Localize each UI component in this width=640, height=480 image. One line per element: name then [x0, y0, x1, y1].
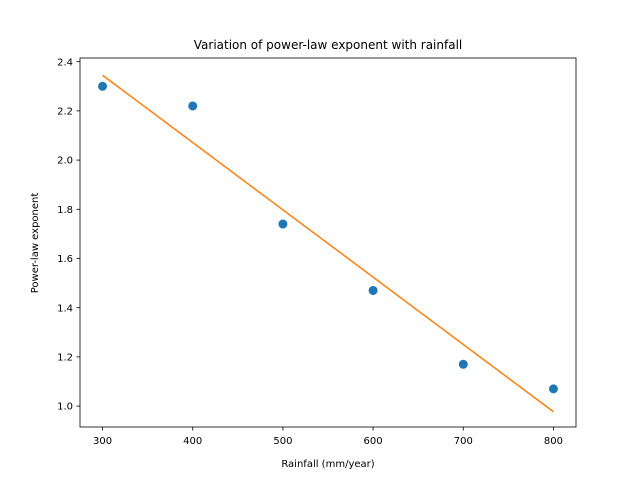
scatter-point-3 — [368, 285, 378, 295]
x-tick-label-3: 600 — [364, 436, 383, 447]
fit-line — [102, 74, 554, 413]
chart-title: Variation of power-law exponent with rai… — [194, 38, 463, 52]
scatter-point-1 — [188, 101, 198, 111]
x-axis: 300 400 500 600 700 800 — [93, 427, 563, 447]
x-tick-label-4: 700 — [454, 436, 473, 447]
y-tick-label-1: 1.2 — [57, 352, 73, 363]
scatter-point-5 — [548, 384, 558, 394]
plot-frame — [79, 57, 577, 428]
y-axis: 1.0 1.2 1.4 1.6 1.8 2.0 2.2 2.4 — [57, 57, 80, 413]
x-tick-label-5: 800 — [544, 436, 563, 447]
y-tick-label-2: 1.4 — [57, 303, 73, 314]
x-tick-label-2: 500 — [273, 436, 292, 447]
y-tick-label-6: 2.2 — [57, 106, 73, 117]
x-axis-label: Rainfall (mm/year) — [281, 459, 374, 470]
y-tick-label-7: 2.4 — [57, 57, 73, 68]
y-tick-label-4: 1.8 — [57, 205, 73, 216]
scatter-point-4 — [458, 359, 468, 369]
x-tick-label-1: 400 — [183, 436, 202, 447]
scatter-point-0 — [98, 81, 108, 91]
x-tick-label-0: 300 — [93, 436, 112, 447]
y-tick-label-3: 1.6 — [57, 254, 73, 265]
y-tick-label-0: 1.0 — [57, 402, 73, 413]
plot-area — [79, 57, 577, 428]
y-tick-label-5: 2.0 — [57, 156, 73, 167]
scatter-point-2 — [278, 219, 288, 229]
y-axis-label: Power-law exponent — [30, 193, 41, 294]
